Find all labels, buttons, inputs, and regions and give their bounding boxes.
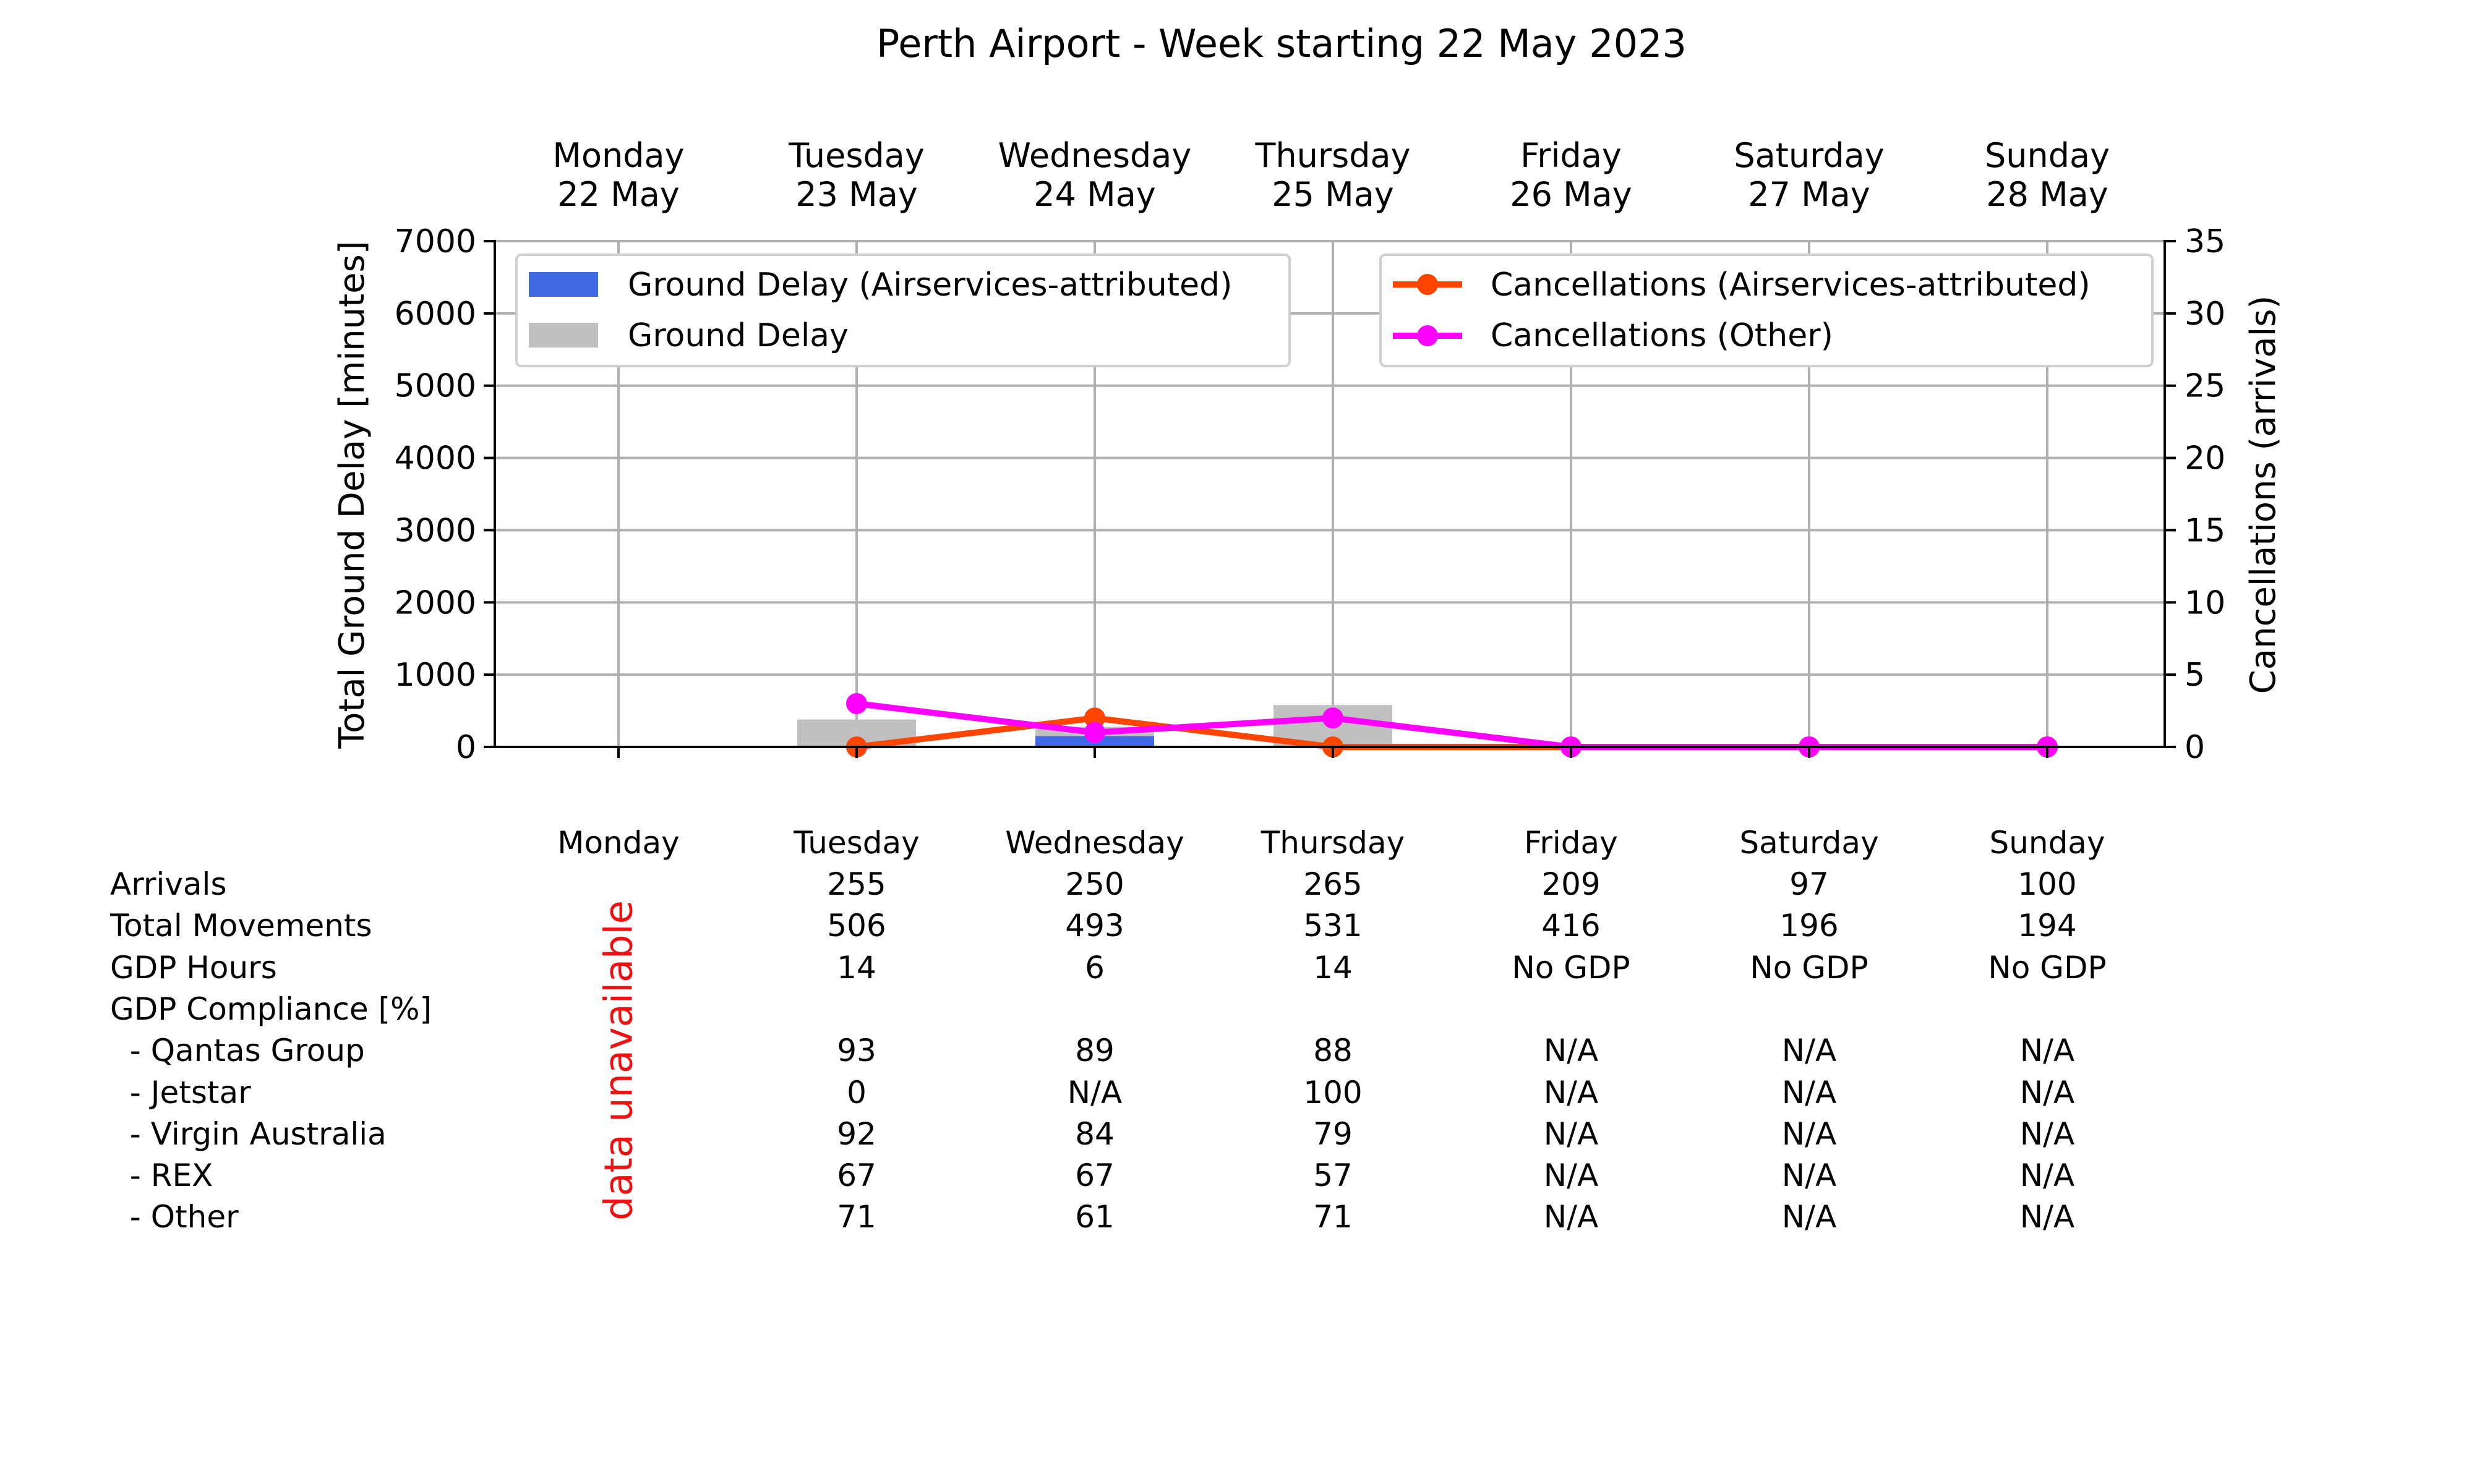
table-cell: N/A: [1544, 1077, 1598, 1108]
table-cell: 89: [1075, 1035, 1115, 1066]
table-cell: 506: [827, 910, 886, 941]
table-cell: N/A: [1782, 1035, 1836, 1066]
table-cell: 67: [837, 1160, 876, 1191]
table-cell: No GDP: [1988, 952, 2106, 983]
table-cell: 84: [1075, 1119, 1115, 1149]
table-cell: No GDP: [1512, 952, 1630, 983]
table-row-label: - REX: [110, 1160, 213, 1191]
table-cell: 57: [1313, 1160, 1353, 1191]
table-cell: 100: [1303, 1077, 1362, 1108]
table-cell: 493: [1065, 910, 1124, 941]
table-cell: 6: [1085, 952, 1105, 983]
table-header-cell: Tuesday: [794, 827, 919, 858]
table-cell: 93: [837, 1035, 876, 1066]
table-cell: 250: [1065, 869, 1124, 900]
table-cell: 71: [837, 1201, 876, 1232]
table-cell: N/A: [2020, 1035, 2074, 1066]
table-header-cell: Saturday: [1739, 827, 1878, 858]
table-cell: 92: [837, 1119, 876, 1149]
table-row-label: - Virgin Australia: [110, 1119, 387, 1149]
table-cell: 255: [827, 869, 886, 900]
table-row-label: - Jetstar: [110, 1077, 251, 1108]
table-cell: No GDP: [1750, 952, 1868, 983]
table-cell: 196: [1779, 910, 1838, 941]
table-cell: 0: [847, 1077, 867, 1108]
table-cell: 67: [1075, 1160, 1115, 1191]
table-cell: 14: [1313, 952, 1353, 983]
table-row-label: Total Movements: [110, 910, 372, 941]
table-row-label: - Other: [110, 1201, 239, 1232]
table-cell: N/A: [2020, 1119, 2074, 1149]
table-header-cell: Monday: [557, 827, 679, 858]
table-cell: N/A: [2020, 1201, 2074, 1232]
table-cell: 265: [1303, 869, 1362, 900]
data-unavailable-note: data unavailable: [596, 900, 641, 1221]
table-cell: N/A: [1068, 1077, 1122, 1108]
table-cell: N/A: [2020, 1160, 2074, 1191]
table-cell: N/A: [1544, 1201, 1598, 1232]
table-cell: 88: [1313, 1035, 1353, 1066]
table-cell: 71: [1313, 1201, 1353, 1232]
table-header-cell: Friday: [1524, 827, 1618, 858]
table-row-label: - Qantas Group: [110, 1035, 365, 1066]
table-cell: 416: [1541, 910, 1600, 941]
table-cell: N/A: [1782, 1119, 1836, 1149]
table-cell: 531: [1303, 910, 1362, 941]
table-cell: 100: [2018, 869, 2076, 900]
table-cell: N/A: [1782, 1201, 1836, 1232]
table-cell: N/A: [1544, 1119, 1598, 1149]
table-cell: 97: [1789, 869, 1829, 900]
table-cell: 194: [2018, 910, 2076, 941]
table-cell: 79: [1313, 1119, 1353, 1149]
table-header-cell: Thursday: [1261, 827, 1405, 858]
table-cell: N/A: [1544, 1035, 1598, 1066]
table-cell: N/A: [1782, 1077, 1836, 1108]
table-header-cell: Wednesday: [1005, 827, 1184, 858]
table-cell: 209: [1541, 869, 1600, 900]
table-cell: N/A: [1544, 1160, 1598, 1191]
table-row-label: Arrivals: [110, 869, 227, 900]
table-cell: 61: [1075, 1201, 1115, 1232]
table-cell: N/A: [2020, 1077, 2074, 1108]
table-row-label: GDP Hours: [110, 952, 277, 983]
table-cell: 14: [837, 952, 876, 983]
table-header-cell: Sunday: [1989, 827, 2105, 858]
table-row-label: GDP Compliance [%]: [110, 994, 432, 1025]
table-cell: N/A: [1782, 1160, 1836, 1191]
